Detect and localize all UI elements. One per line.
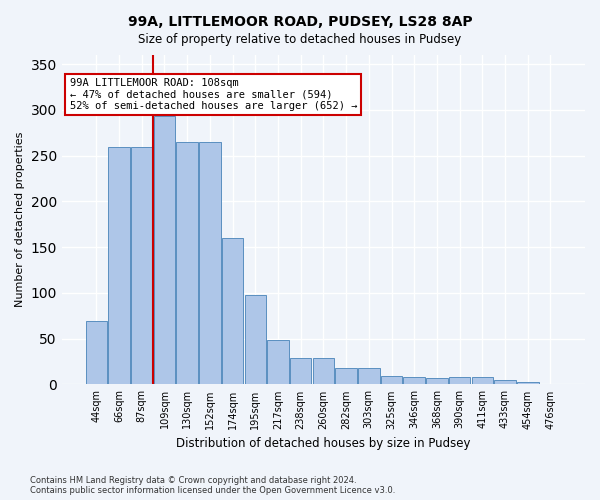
Bar — [449, 377, 470, 384]
Bar — [267, 340, 289, 384]
Bar — [199, 142, 221, 384]
Bar — [403, 377, 425, 384]
Bar — [472, 377, 493, 384]
Bar — [176, 142, 198, 384]
Bar — [517, 382, 539, 384]
Bar — [245, 295, 266, 384]
Bar — [381, 376, 402, 384]
Bar — [426, 378, 448, 384]
Bar — [358, 368, 380, 384]
Text: Contains HM Land Registry data © Crown copyright and database right 2024.
Contai: Contains HM Land Registry data © Crown c… — [30, 476, 395, 495]
Bar — [313, 358, 334, 384]
Y-axis label: Number of detached properties: Number of detached properties — [15, 132, 25, 308]
Bar — [290, 358, 311, 384]
Text: Size of property relative to detached houses in Pudsey: Size of property relative to detached ho… — [139, 32, 461, 46]
Bar — [222, 238, 244, 384]
Bar — [494, 380, 516, 384]
Text: 99A, LITTLEMOOR ROAD, PUDSEY, LS28 8AP: 99A, LITTLEMOOR ROAD, PUDSEY, LS28 8AP — [128, 15, 472, 29]
Bar — [131, 146, 152, 384]
X-axis label: Distribution of detached houses by size in Pudsey: Distribution of detached houses by size … — [176, 437, 470, 450]
Bar — [335, 368, 357, 384]
Bar — [154, 116, 175, 384]
Bar — [108, 146, 130, 384]
Text: 99A LITTLEMOOR ROAD: 108sqm
← 47% of detached houses are smaller (594)
52% of se: 99A LITTLEMOOR ROAD: 108sqm ← 47% of det… — [70, 78, 357, 112]
Bar — [86, 322, 107, 384]
